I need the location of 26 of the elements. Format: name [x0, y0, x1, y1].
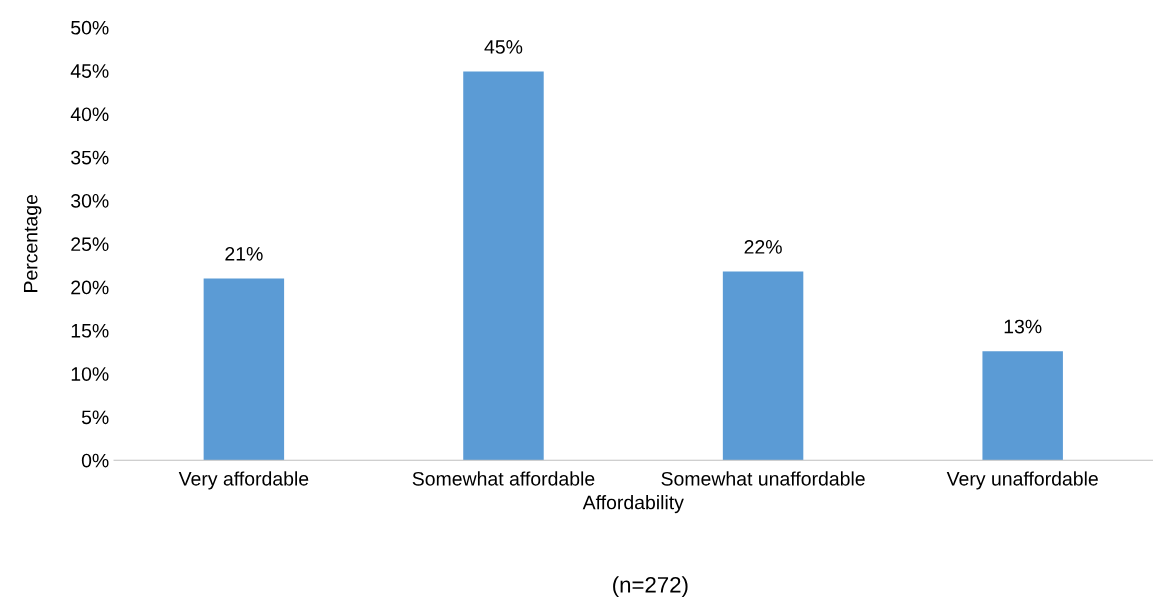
bar	[722, 271, 804, 461]
y-tick-label: 45%	[70, 64, 109, 78]
text: (n=272)	[613, 576, 688, 598]
data-label: 21%	[225, 246, 263, 261]
data-label: 22%	[744, 240, 782, 254]
data-label: 45%	[484, 40, 523, 54]
y-tick-label: 50%	[71, 20, 109, 35]
x-tick-label: Very affordable	[178, 471, 309, 490]
bar	[203, 278, 285, 461]
y-tick-label: 40%	[70, 107, 109, 122]
bar	[982, 351, 1063, 461]
y-tick-label: 30%	[71, 193, 109, 208]
y-axis-title: Percentage	[23, 194, 42, 292]
y-tick-label: 35%	[71, 150, 109, 165]
y-tick-label: 5%	[81, 410, 109, 425]
y-tick-label: 10%	[71, 367, 109, 381]
y-tick-label: 20%	[71, 280, 109, 295]
x-tick-label: Somewhat affordable	[412, 471, 595, 486]
bar	[463, 71, 544, 461]
y-tick-label: 0%	[81, 453, 109, 468]
y-tick-label: 25%	[71, 237, 109, 252]
x-tick-label: Very unaffordable	[946, 471, 1098, 490]
data-label: 13%	[1004, 319, 1042, 334]
x-tick-label: Somewhat unaffordable	[661, 471, 865, 486]
x-axis-title: Affordability	[582, 495, 684, 514]
y-tick-label: 15%	[71, 323, 109, 338]
